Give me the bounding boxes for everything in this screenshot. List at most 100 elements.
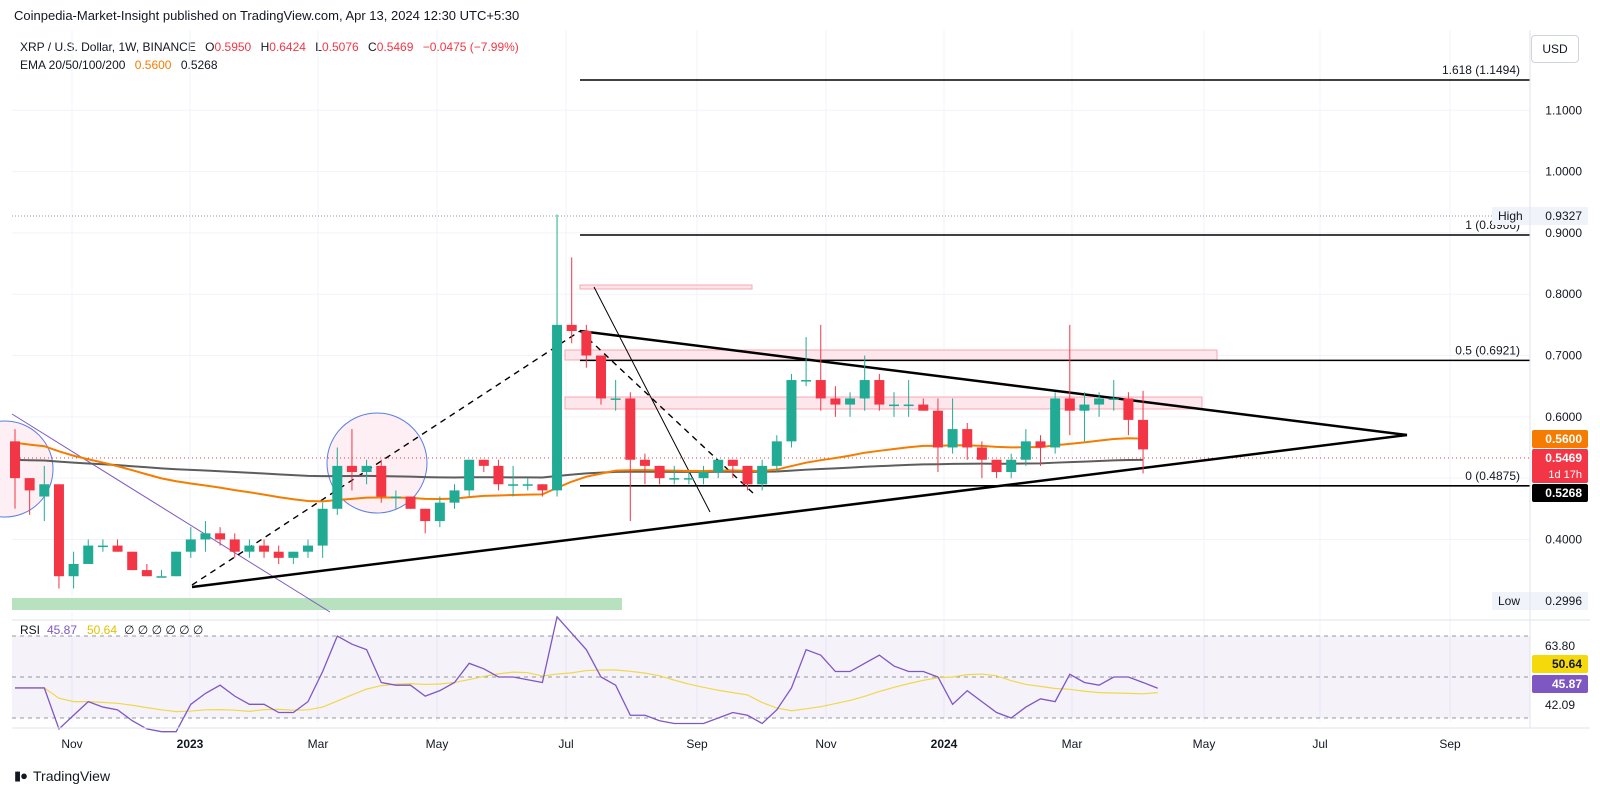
candle-body [859, 380, 870, 399]
rsi-ma-tag-bg [1532, 655, 1588, 673]
drawings [11, 215, 1530, 613]
candle-body [566, 324, 577, 331]
high-tag-value: 0.9327 [1545, 209, 1582, 223]
candle-body [801, 380, 812, 382]
ema-fast-tag-bg [1532, 430, 1588, 448]
candle-body [493, 465, 504, 485]
ohlc-h-label: H [260, 40, 270, 54]
y-tick-label: 0.6000 [1545, 410, 1582, 424]
y-axis-labels: 1.10001.00000.90000.80000.70000.60000.50… [1545, 103, 1582, 546]
publisher-line: Coinpedia-Market-Insight published on Tr… [14, 8, 520, 23]
rsi-empty-values: ∅ ∅ ∅ ∅ ∅ ∅ [124, 623, 203, 637]
x-tick-label: May [426, 737, 449, 751]
candle-body [449, 490, 460, 503]
candle-body [390, 496, 401, 499]
x-tick-label: Jul [558, 737, 573, 751]
candle-body [156, 576, 167, 578]
candle-body [1006, 459, 1017, 473]
candle-body [478, 459, 489, 466]
last-price-tag: 0.5469 [1545, 451, 1582, 465]
x-tick-label: Sep [1439, 737, 1461, 751]
candle-body [830, 398, 841, 405]
rsi-pane: RSI 45.87 50.64 ∅ ∅ ∅ ∅ ∅ ∅ 63.80 50.64 45.87 4… [12, 615, 1590, 733]
rsi-tag-bg [1532, 675, 1588, 693]
ohlc-high: 0.6424 [269, 40, 306, 54]
tradingview-logo[interactable]: ▮● TradingView [14, 768, 110, 784]
candle-body [1050, 398, 1061, 448]
ema-label: EMA 20/50/100/200 [20, 58, 126, 72]
candle-body [889, 404, 899, 407]
candle-body [552, 324, 563, 491]
candle-body [405, 496, 416, 509]
candle-body [639, 459, 650, 466]
ema-200-line [14, 458, 1144, 479]
candle-body [727, 459, 738, 466]
x-tick-label: Sep [686, 737, 708, 751]
candle-body [171, 551, 182, 577]
price-tags: High 0.9327 Low 0.2996 0.5600 0.5469 1d 17h 0.5… [1492, 207, 1588, 610]
candle-body [698, 472, 709, 479]
candle-body [215, 533, 226, 540]
x-axis-labels: Nov 2023 Mar May Jul Sep Nov 2024 Mar May Jul Sep [12, 30, 1590, 751]
currency-button[interactable]: USD [1531, 35, 1579, 63]
fib-level-label: 0.5 (0.6921) [1455, 343, 1520, 357]
tradingview-logo-icon: ▮● [14, 768, 28, 783]
candle-body [610, 398, 621, 400]
candle-body [273, 551, 284, 558]
resistance-zone-1 [579, 284, 753, 290]
thin-drop-line [593, 286, 711, 513]
candle-body [53, 484, 64, 577]
candle-body [786, 380, 797, 442]
candle-body [376, 465, 387, 497]
symbol-name[interactable]: XRP / U.S. Dollar, 1W, BINANCE [20, 40, 196, 54]
x-tick-label: 2023 [177, 737, 204, 751]
x-tick-label: 2024 [931, 737, 958, 751]
triangle-lower-trendline [191, 433, 1408, 589]
candle-body [669, 478, 680, 480]
candle-body [654, 465, 665, 479]
candle-body [1138, 419, 1149, 450]
fib-level-label: 0 (0.4875) [1465, 469, 1520, 483]
ohlc-l-label: L [315, 40, 322, 54]
triangle-upper-trendline [579, 329, 1408, 437]
countdown-tag: 1d 17h [1548, 469, 1582, 481]
rsi-ma-line [15, 669, 1158, 713]
candle-body [962, 429, 973, 448]
candle-body [1020, 441, 1031, 460]
y-tick-label: 0.9000 [1545, 226, 1582, 240]
candle-body [420, 508, 431, 522]
candle-body [742, 465, 753, 485]
rsi-value-2: 50.64 [87, 623, 117, 637]
grid [12, 30, 1530, 722]
ema-slow-tag-bg [1532, 484, 1588, 502]
candle-body [625, 398, 636, 460]
candle-body [976, 447, 987, 460]
candle-body [332, 465, 343, 509]
candle-body [932, 410, 943, 448]
candle-body [903, 404, 914, 407]
rsi-level-label: 42.09 [1545, 698, 1575, 712]
candle-body [434, 502, 445, 522]
x-tick-label: Nov [815, 737, 836, 751]
x-tick-label: Jul [1312, 737, 1327, 751]
x-tick-label: Mar [1062, 737, 1083, 751]
candle-body [127, 551, 138, 571]
rsi-ma-tag: 50.64 [1552, 657, 1582, 671]
ohlc-low: 0.5076 [321, 40, 359, 54]
rsi-line [15, 615, 1158, 733]
y-tick-label: 0.7000 [1545, 349, 1582, 363]
candle-body [596, 355, 606, 399]
candle-body [83, 545, 94, 564]
candle-body [68, 563, 79, 577]
candle-body [200, 533, 211, 540]
x-tick-label: Nov [61, 737, 82, 751]
low-tag-value: 0.2996 [1545, 594, 1582, 608]
dashed-correction [579, 330, 755, 495]
y-tick-label: 0.8000 [1545, 287, 1582, 301]
candle-body [757, 465, 768, 485]
ohlc-open: 0.5950 [214, 40, 252, 54]
candle-body [947, 429, 958, 448]
candle-body [24, 478, 35, 491]
ema-slow-tag: 0.5268 [1545, 486, 1582, 500]
